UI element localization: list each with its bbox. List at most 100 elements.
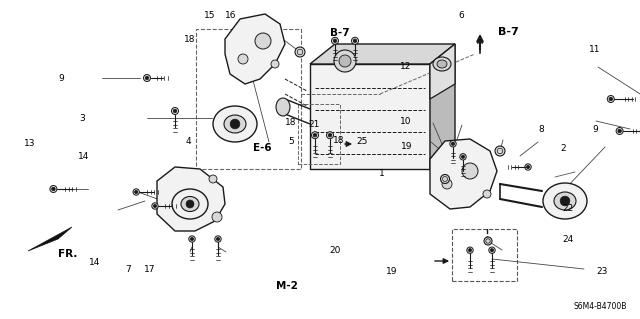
Text: 9: 9	[58, 74, 63, 83]
Circle shape	[312, 132, 319, 139]
Text: 22: 22	[563, 204, 574, 213]
Ellipse shape	[433, 57, 451, 71]
Text: 14: 14	[89, 258, 100, 267]
Text: E-6: E-6	[253, 143, 271, 153]
Circle shape	[460, 154, 466, 160]
Bar	[298, 104, 340, 164]
Circle shape	[152, 203, 158, 209]
Circle shape	[607, 95, 614, 102]
Ellipse shape	[172, 189, 208, 219]
Circle shape	[442, 179, 452, 189]
Circle shape	[526, 165, 530, 169]
Text: FR.: FR.	[58, 249, 77, 259]
Circle shape	[295, 47, 305, 57]
Ellipse shape	[554, 192, 576, 210]
Circle shape	[134, 190, 138, 194]
Circle shape	[326, 132, 333, 139]
Circle shape	[255, 33, 271, 49]
Text: 11: 11	[589, 45, 601, 54]
Circle shape	[230, 119, 240, 129]
Text: 19: 19	[401, 142, 413, 151]
Text: 13: 13	[24, 139, 35, 148]
Bar	[452, 229, 517, 281]
Text: 17: 17	[144, 265, 156, 274]
Text: 18: 18	[333, 136, 345, 145]
Text: 16: 16	[225, 11, 236, 20]
Ellipse shape	[224, 115, 246, 133]
Circle shape	[173, 109, 177, 113]
Circle shape	[339, 55, 351, 67]
Polygon shape	[430, 44, 455, 99]
Bar	[196, 29, 301, 169]
Text: 3: 3	[79, 114, 84, 122]
Circle shape	[560, 196, 570, 206]
Circle shape	[609, 97, 612, 101]
Circle shape	[467, 247, 473, 253]
Text: 24: 24	[563, 235, 574, 244]
Text: 15: 15	[204, 11, 216, 20]
Ellipse shape	[276, 98, 290, 116]
Circle shape	[490, 249, 493, 252]
Circle shape	[216, 237, 220, 241]
Text: 7: 7	[125, 265, 131, 274]
Circle shape	[451, 142, 454, 145]
Circle shape	[461, 155, 465, 159]
Circle shape	[333, 39, 337, 42]
Circle shape	[186, 200, 194, 208]
Text: B-7: B-7	[330, 28, 349, 39]
Text: 10: 10	[400, 117, 412, 126]
Text: 20: 20	[330, 246, 341, 255]
Circle shape	[145, 76, 148, 80]
Polygon shape	[310, 44, 455, 64]
Polygon shape	[225, 14, 285, 84]
Circle shape	[133, 189, 140, 195]
Circle shape	[328, 133, 332, 137]
Text: 12: 12	[400, 63, 412, 71]
Polygon shape	[310, 64, 430, 169]
Circle shape	[189, 236, 195, 242]
Text: 14: 14	[77, 152, 89, 161]
Text: 8: 8	[538, 125, 543, 134]
Polygon shape	[430, 139, 497, 209]
Ellipse shape	[213, 106, 257, 142]
Circle shape	[616, 128, 623, 135]
Circle shape	[484, 237, 492, 245]
Circle shape	[212, 212, 222, 222]
Text: 18: 18	[184, 35, 195, 44]
Text: 5: 5	[289, 137, 294, 146]
Circle shape	[313, 133, 317, 137]
Polygon shape	[28, 227, 72, 251]
Text: 4: 4	[186, 137, 191, 146]
Text: 9: 9	[593, 125, 598, 134]
Text: 21: 21	[308, 120, 319, 129]
Circle shape	[440, 174, 449, 183]
Circle shape	[52, 187, 55, 191]
Circle shape	[209, 175, 217, 183]
Circle shape	[353, 39, 356, 42]
Polygon shape	[430, 44, 455, 169]
Polygon shape	[157, 167, 225, 231]
Circle shape	[332, 37, 339, 44]
Circle shape	[489, 247, 495, 253]
Text: 1: 1	[379, 169, 384, 178]
Ellipse shape	[181, 197, 199, 211]
Circle shape	[462, 163, 478, 179]
Text: M-2: M-2	[276, 280, 298, 291]
Circle shape	[238, 54, 248, 64]
Circle shape	[468, 249, 472, 252]
Circle shape	[351, 37, 358, 44]
Circle shape	[334, 50, 356, 72]
Text: 19: 19	[386, 267, 397, 276]
Circle shape	[618, 129, 621, 133]
Text: 2: 2	[561, 144, 566, 153]
Text: B-7: B-7	[498, 27, 519, 37]
Circle shape	[215, 236, 221, 242]
Text: 25: 25	[356, 137, 367, 146]
Circle shape	[143, 75, 150, 81]
Circle shape	[154, 204, 157, 208]
Ellipse shape	[543, 183, 587, 219]
Circle shape	[483, 190, 491, 198]
Ellipse shape	[437, 60, 447, 68]
Text: S6M4-B4700B: S6M4-B4700B	[574, 302, 627, 311]
Circle shape	[525, 164, 531, 170]
